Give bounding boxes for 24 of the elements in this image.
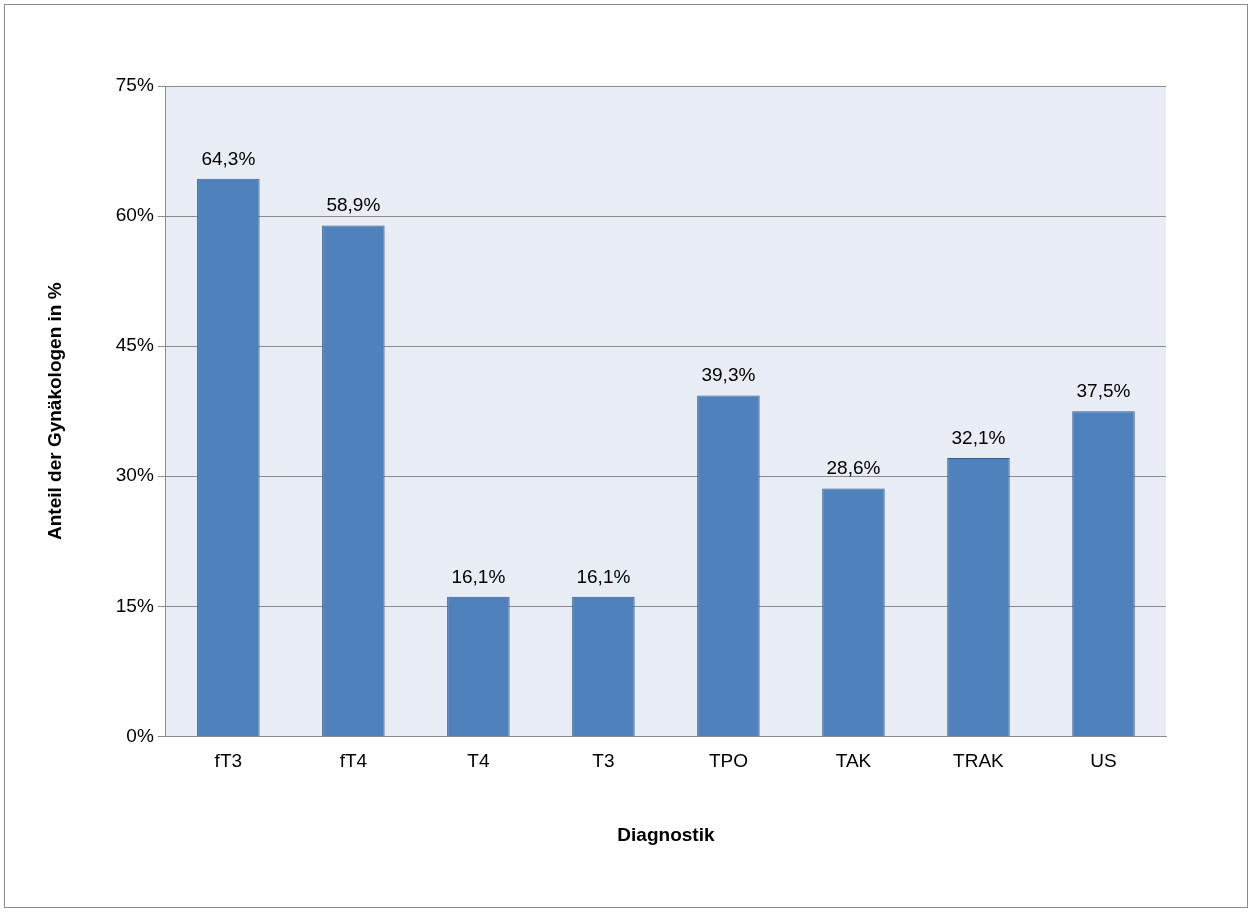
y-tick-label: 0% [126,724,154,746]
x-tick-label: T4 [467,750,490,772]
y-axis-title: Anteil der Gynäkologen in % [43,282,65,540]
data-label: 39,3% [701,364,756,386]
x-tick-label: fT4 [339,750,368,772]
data-label: 58,9% [326,194,381,216]
x-tick-label: T3 [592,750,615,772]
data-label: 64,3% [201,147,256,169]
x-tick-label: TAK [835,750,872,772]
x-axis-title: Diagnostik [617,823,715,845]
data-label: 16,1% [451,565,506,587]
y-tick-label: 60% [115,204,154,226]
data-label: 37,5% [1076,379,1131,401]
data-label: 16,1% [576,565,631,587]
x-tick-label: TPO [708,750,748,772]
x-tick-label: fT3 [214,750,243,772]
x-tick-label: TRAK [953,750,1005,772]
y-tick-label: 15% [115,594,154,616]
x-tick-label: US [1090,750,1117,772]
y-tick-label: 45% [115,334,154,356]
data-label: 32,1% [951,426,1006,448]
data-label: 28,6% [826,457,881,479]
y-tick-label: 75% [115,74,154,96]
y-tick-label: 30% [115,464,154,486]
